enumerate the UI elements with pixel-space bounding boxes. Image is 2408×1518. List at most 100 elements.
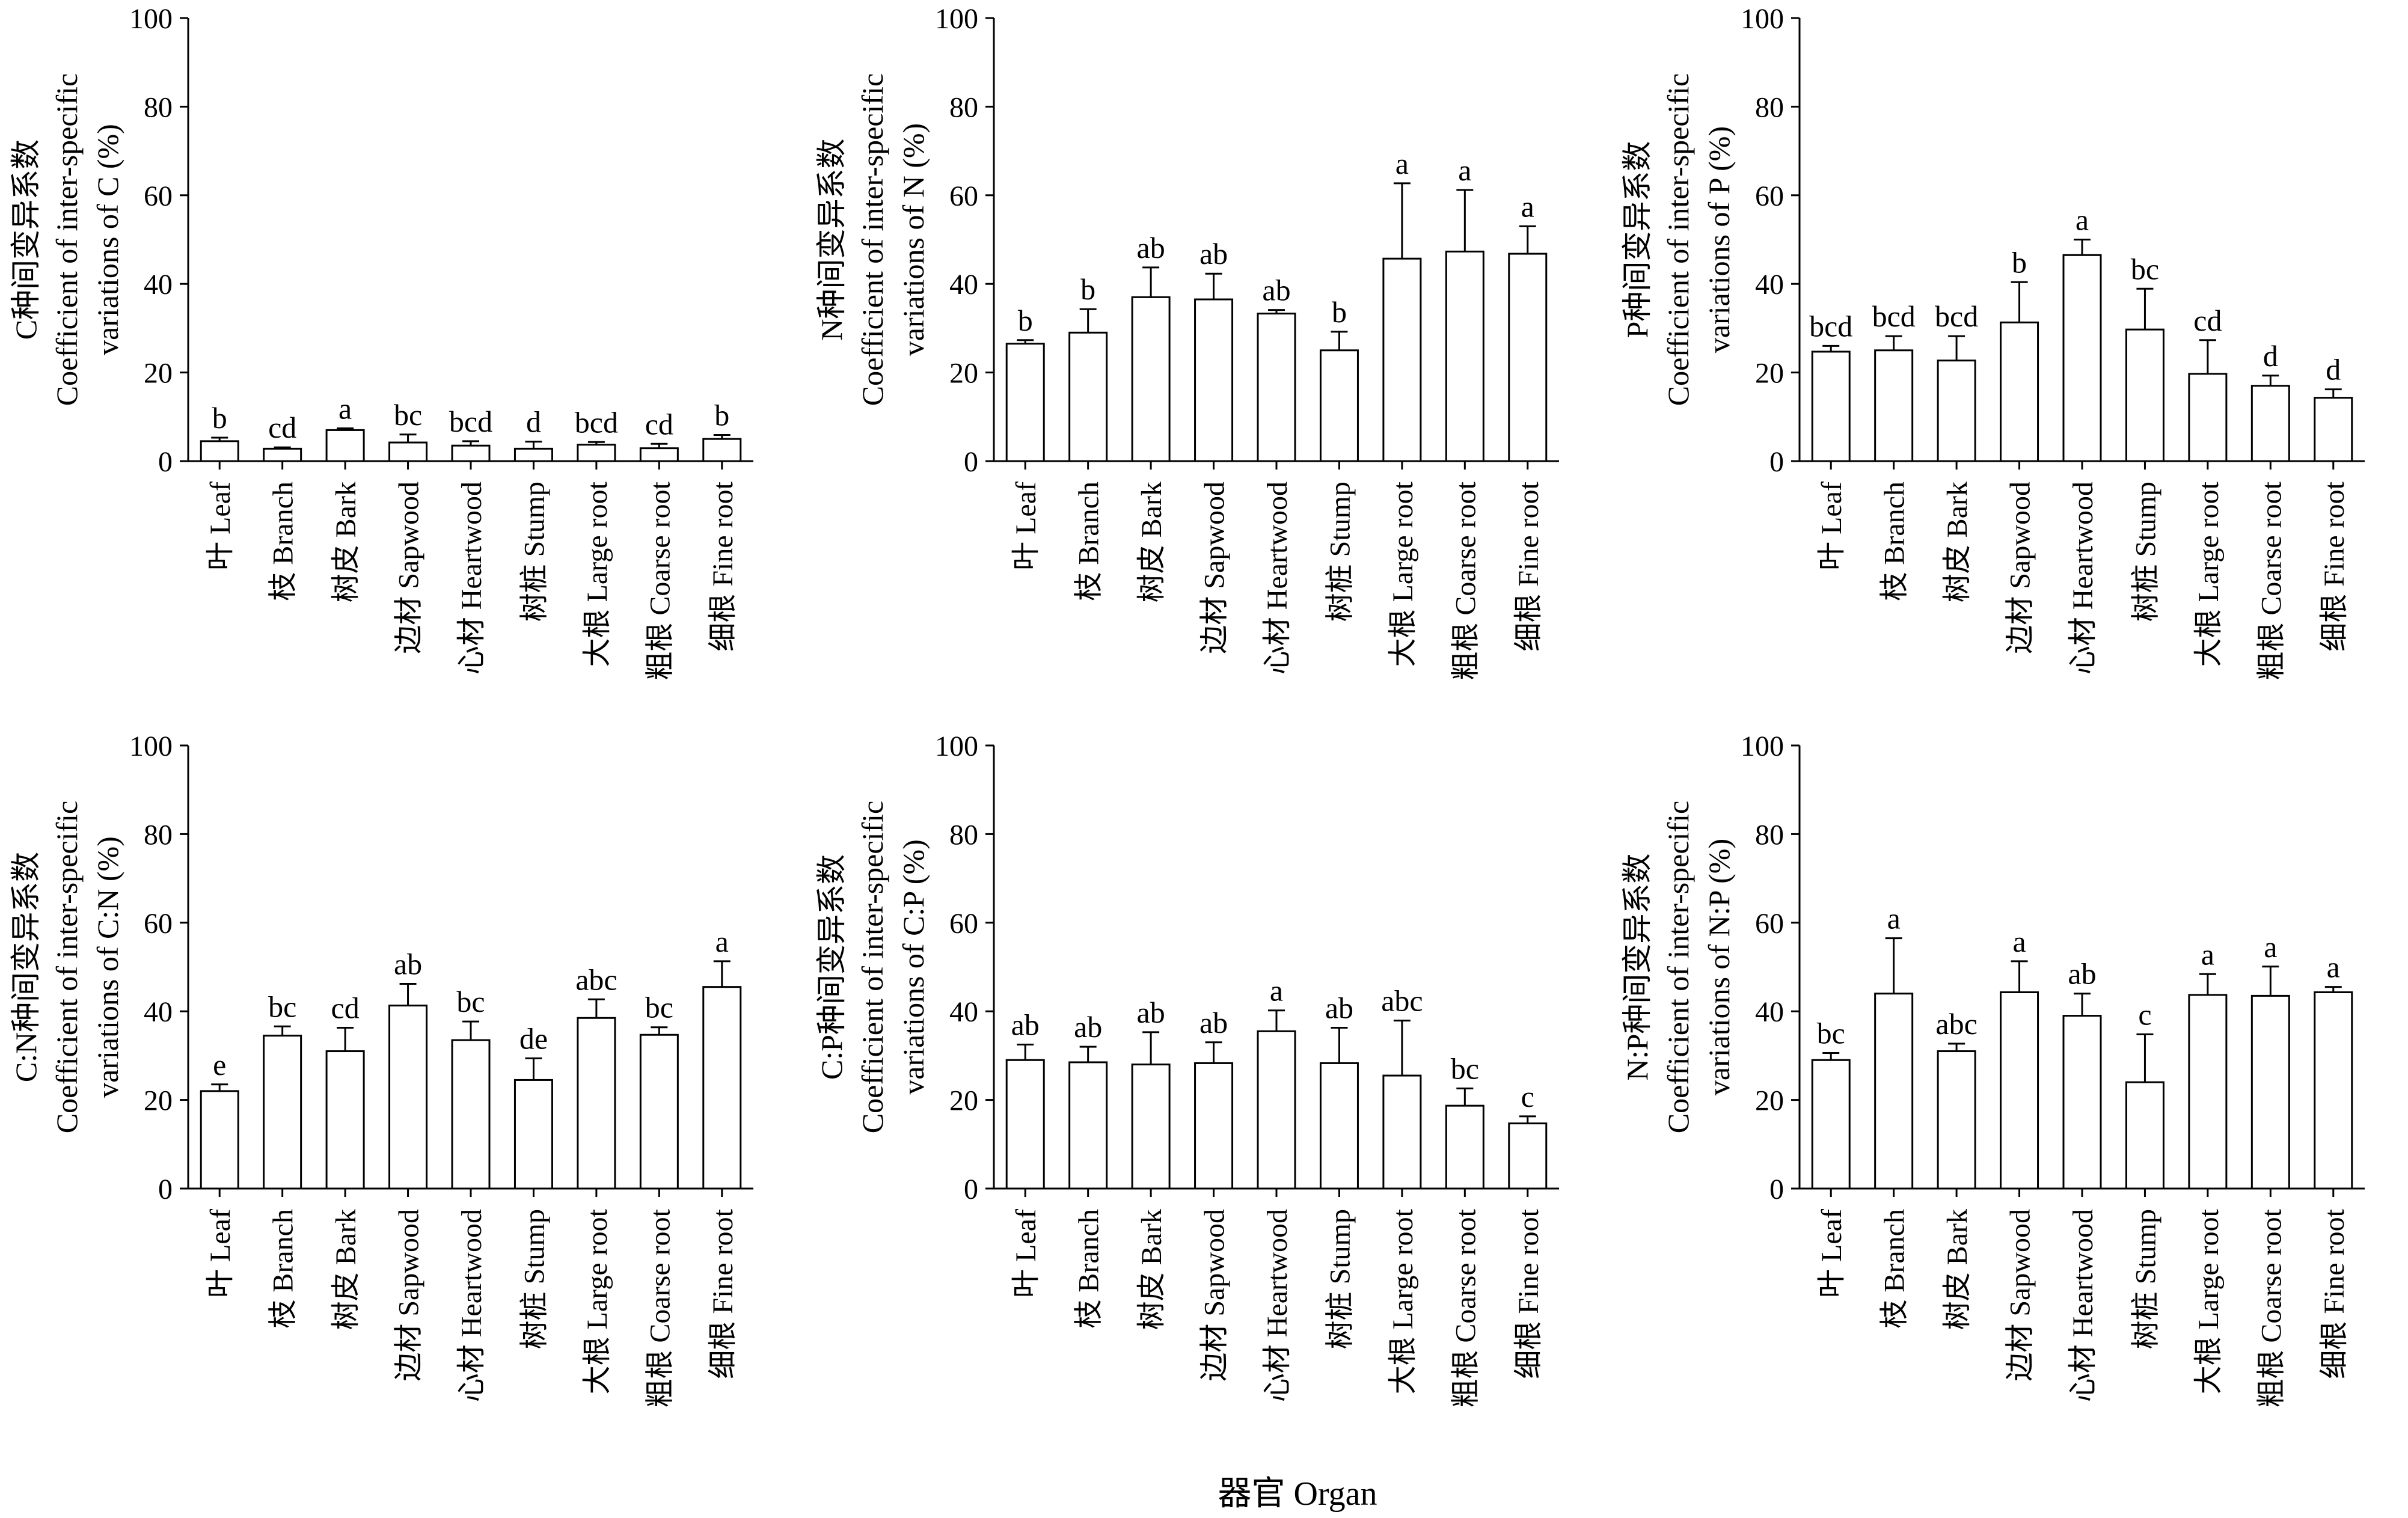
significance-letter: b — [1332, 295, 1347, 329]
bar — [1445, 250, 1484, 462]
x-tick-label: 边材 Sapwood — [1199, 1209, 1231, 1382]
y-tick-label: 20 — [1755, 1085, 1784, 1117]
bar — [1257, 313, 1296, 462]
significance-letter: cd — [331, 991, 360, 1024]
significance-letter: ab — [1262, 274, 1290, 307]
x-tick-label: 树桩 Stump — [2130, 1209, 2161, 1349]
significance-letter: b — [1080, 272, 1095, 306]
y-tick-label: 40 — [1755, 269, 1784, 301]
x-tick-label: 枝 Branch — [1073, 1209, 1105, 1329]
bar — [639, 447, 679, 462]
bar — [451, 444, 491, 462]
significance-letter: a — [339, 391, 352, 425]
bar — [1257, 1030, 1296, 1190]
bar — [451, 1039, 491, 1190]
y-tick-label: 100 — [1741, 3, 1784, 35]
y-axis-label: variations of N:P (%) — [1702, 839, 1736, 1095]
bar — [1874, 993, 1914, 1190]
bar — [263, 1035, 302, 1190]
significance-letter: bcd — [1872, 299, 1916, 333]
x-tick-label: 大根 Large root — [1387, 481, 1419, 667]
bar — [1068, 1061, 1108, 1190]
bar — [263, 447, 302, 462]
significance-letter: d — [526, 405, 541, 439]
significance-letter: c — [2138, 998, 2151, 1032]
x-tick-label: 叶 Leaf — [1010, 482, 1042, 571]
significance-letter: ab — [2068, 957, 2096, 991]
x-tick-label: 心材 Heartwood — [2067, 1209, 2099, 1402]
y-axis-label: variations of P (%) — [1702, 126, 1736, 353]
x-tick-label: 树皮 Bark — [1941, 482, 1973, 602]
y-tick-label: 60 — [949, 908, 978, 940]
significance-letter: a — [2201, 937, 2214, 971]
significance-letter: a — [2076, 203, 2089, 237]
common-x-axis-label: 器官 Organ — [1218, 1475, 1377, 1513]
x-tick-label: 大根 Large root — [581, 1208, 613, 1394]
x-tick-label: 树皮 Bark — [330, 1209, 362, 1330]
x-tick-label: 粗根 Coarse root — [644, 1208, 676, 1407]
x-tick-label: 细根 Fine root — [2318, 481, 2350, 651]
y-axis-label: variations of N (%) — [896, 123, 930, 356]
y-axis-label: Coefficient of inter-specific — [1661, 801, 1695, 1133]
y-tick-label: 0 — [158, 1174, 173, 1205]
x-tick-label: 叶 Leaf — [1010, 1209, 1042, 1298]
x-tick-label: 粗根 Coarse root — [1450, 481, 1481, 680]
x-tick-label: 心材 Heartwood — [2067, 482, 2099, 675]
y-tick-label: 100 — [129, 730, 173, 762]
y-tick-label: 80 — [1755, 91, 1784, 123]
panel-n: 0 20 40 60 80 100 N种间变异系数 Coefficient of inter-… — [815, 3, 1559, 681]
y-axis-label: C:P种间变异系数 — [815, 854, 848, 1080]
bar — [1937, 1050, 1976, 1190]
y-axis-label: P种间变异系数 — [1620, 141, 1654, 338]
bar — [1319, 1062, 1359, 1190]
bar — [2000, 321, 2039, 462]
significance-letter: ab — [1011, 1008, 1040, 1041]
bar — [1194, 1062, 1234, 1190]
x-tick-label: 树皮 Bark — [330, 482, 362, 602]
bar — [702, 986, 742, 1190]
significance-letter: abc — [575, 963, 617, 996]
x-tick-label: 边材 Sapwood — [393, 1209, 425, 1382]
y-axis-label: variations of C:P (%) — [896, 839, 930, 1094]
y-tick-label: 60 — [949, 180, 978, 212]
y-tick-label: 60 — [144, 180, 173, 212]
significance-letter: ab — [1137, 996, 1165, 1029]
bar — [1131, 1064, 1171, 1190]
x-tick-label: 树桩 Stump — [1324, 482, 1356, 622]
significance-letter: d — [2326, 353, 2341, 387]
panel-np: 0 20 40 60 80 100 N:P种间变异系数 Coefficient of inte… — [1620, 730, 2365, 1408]
significance-letter: bcd — [1809, 309, 1852, 343]
bar — [1382, 257, 1422, 462]
y-tick-label: 100 — [1741, 730, 1784, 762]
significance-letter: b — [1018, 304, 1033, 337]
bar — [1508, 1122, 1548, 1190]
bar — [2062, 1015, 2102, 1190]
significance-letter: a — [1270, 974, 1283, 1008]
y-tick-label: 40 — [949, 996, 978, 1028]
bar — [1937, 360, 1976, 462]
bar — [1131, 296, 1171, 462]
bar — [2188, 373, 2228, 462]
significance-letter: abc — [1381, 984, 1423, 1018]
significance-letter: e — [213, 1048, 226, 1082]
significance-letter: bc — [394, 398, 422, 432]
y-axis-label: C:N种间变异系数 — [9, 852, 43, 1082]
significance-letter: cd — [268, 411, 296, 444]
x-tick-label: 叶 Leaf — [1816, 482, 1848, 571]
x-tick-label: 枝 Branch — [1879, 482, 1911, 601]
bar — [577, 1017, 616, 1190]
bar — [513, 1079, 553, 1190]
significance-letter: de — [519, 1021, 548, 1055]
bar — [2125, 328, 2164, 462]
bar — [2000, 991, 2039, 1190]
panel-cp: 0 20 40 60 80 100 C:P种间变异系数 Coefficient of inte… — [815, 730, 1559, 1408]
significance-letter: a — [1458, 153, 1471, 187]
y-axis-label: Coefficient of inter-specific — [50, 73, 84, 406]
x-tick-label: 叶 Leaf — [204, 1209, 236, 1298]
significance-letter: a — [1521, 189, 1534, 223]
y-tick-label: 60 — [144, 908, 173, 940]
y-axis-label: Coefficient of inter-specific — [1661, 73, 1695, 406]
y-tick-label: 80 — [949, 91, 978, 123]
bar — [1194, 298, 1234, 462]
x-tick-label: 叶 Leaf — [204, 482, 236, 571]
